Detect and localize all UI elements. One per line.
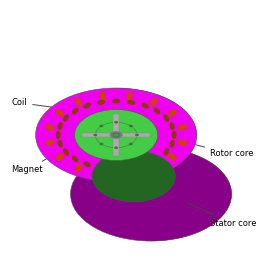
Ellipse shape <box>164 114 169 122</box>
Text: Magnet: Magnet <box>11 153 57 174</box>
Ellipse shape <box>112 99 120 104</box>
Ellipse shape <box>113 133 119 137</box>
Ellipse shape <box>150 98 157 107</box>
Ellipse shape <box>45 124 55 130</box>
Ellipse shape <box>58 140 63 148</box>
Polygon shape <box>113 114 119 135</box>
Ellipse shape <box>75 98 82 107</box>
Ellipse shape <box>100 169 106 178</box>
Ellipse shape <box>164 148 169 156</box>
Ellipse shape <box>141 103 149 109</box>
Ellipse shape <box>58 122 63 130</box>
Ellipse shape <box>170 140 175 148</box>
Ellipse shape <box>110 131 122 139</box>
Ellipse shape <box>56 131 60 139</box>
Ellipse shape <box>97 100 105 105</box>
Ellipse shape <box>83 103 91 109</box>
Ellipse shape <box>83 161 91 167</box>
Ellipse shape <box>97 165 105 170</box>
Text: Rotor core: Rotor core <box>191 144 254 158</box>
Ellipse shape <box>126 92 132 101</box>
Ellipse shape <box>94 134 97 136</box>
Ellipse shape <box>141 161 149 167</box>
Ellipse shape <box>36 88 197 182</box>
Ellipse shape <box>100 143 103 145</box>
Ellipse shape <box>45 140 55 146</box>
Ellipse shape <box>127 165 135 170</box>
Ellipse shape <box>112 166 120 171</box>
Ellipse shape <box>114 121 118 123</box>
Ellipse shape <box>127 100 135 105</box>
Ellipse shape <box>150 163 157 172</box>
Ellipse shape <box>100 92 106 101</box>
Polygon shape <box>116 88 232 241</box>
Polygon shape <box>116 133 150 137</box>
Ellipse shape <box>129 125 133 127</box>
Ellipse shape <box>72 156 79 162</box>
Ellipse shape <box>178 140 187 146</box>
Ellipse shape <box>75 110 158 160</box>
Ellipse shape <box>129 143 133 145</box>
Text: Stator core: Stator core <box>188 203 257 228</box>
Ellipse shape <box>63 114 69 122</box>
Ellipse shape <box>135 134 139 136</box>
Ellipse shape <box>75 163 82 172</box>
Ellipse shape <box>114 147 118 149</box>
Ellipse shape <box>70 147 232 241</box>
Polygon shape <box>82 133 116 137</box>
Ellipse shape <box>100 125 103 127</box>
Polygon shape <box>113 135 119 156</box>
Ellipse shape <box>126 169 132 178</box>
Ellipse shape <box>154 156 160 162</box>
Polygon shape <box>116 110 175 202</box>
Ellipse shape <box>63 148 69 156</box>
Text: Coil: Coil <box>11 98 57 108</box>
Ellipse shape <box>168 153 177 161</box>
Ellipse shape <box>95 122 137 148</box>
Ellipse shape <box>56 109 64 117</box>
Ellipse shape <box>170 122 175 130</box>
Ellipse shape <box>168 109 177 117</box>
Ellipse shape <box>178 124 187 130</box>
Ellipse shape <box>172 131 177 139</box>
Ellipse shape <box>154 108 160 114</box>
Ellipse shape <box>56 153 64 161</box>
Ellipse shape <box>92 151 175 202</box>
Ellipse shape <box>72 108 79 114</box>
